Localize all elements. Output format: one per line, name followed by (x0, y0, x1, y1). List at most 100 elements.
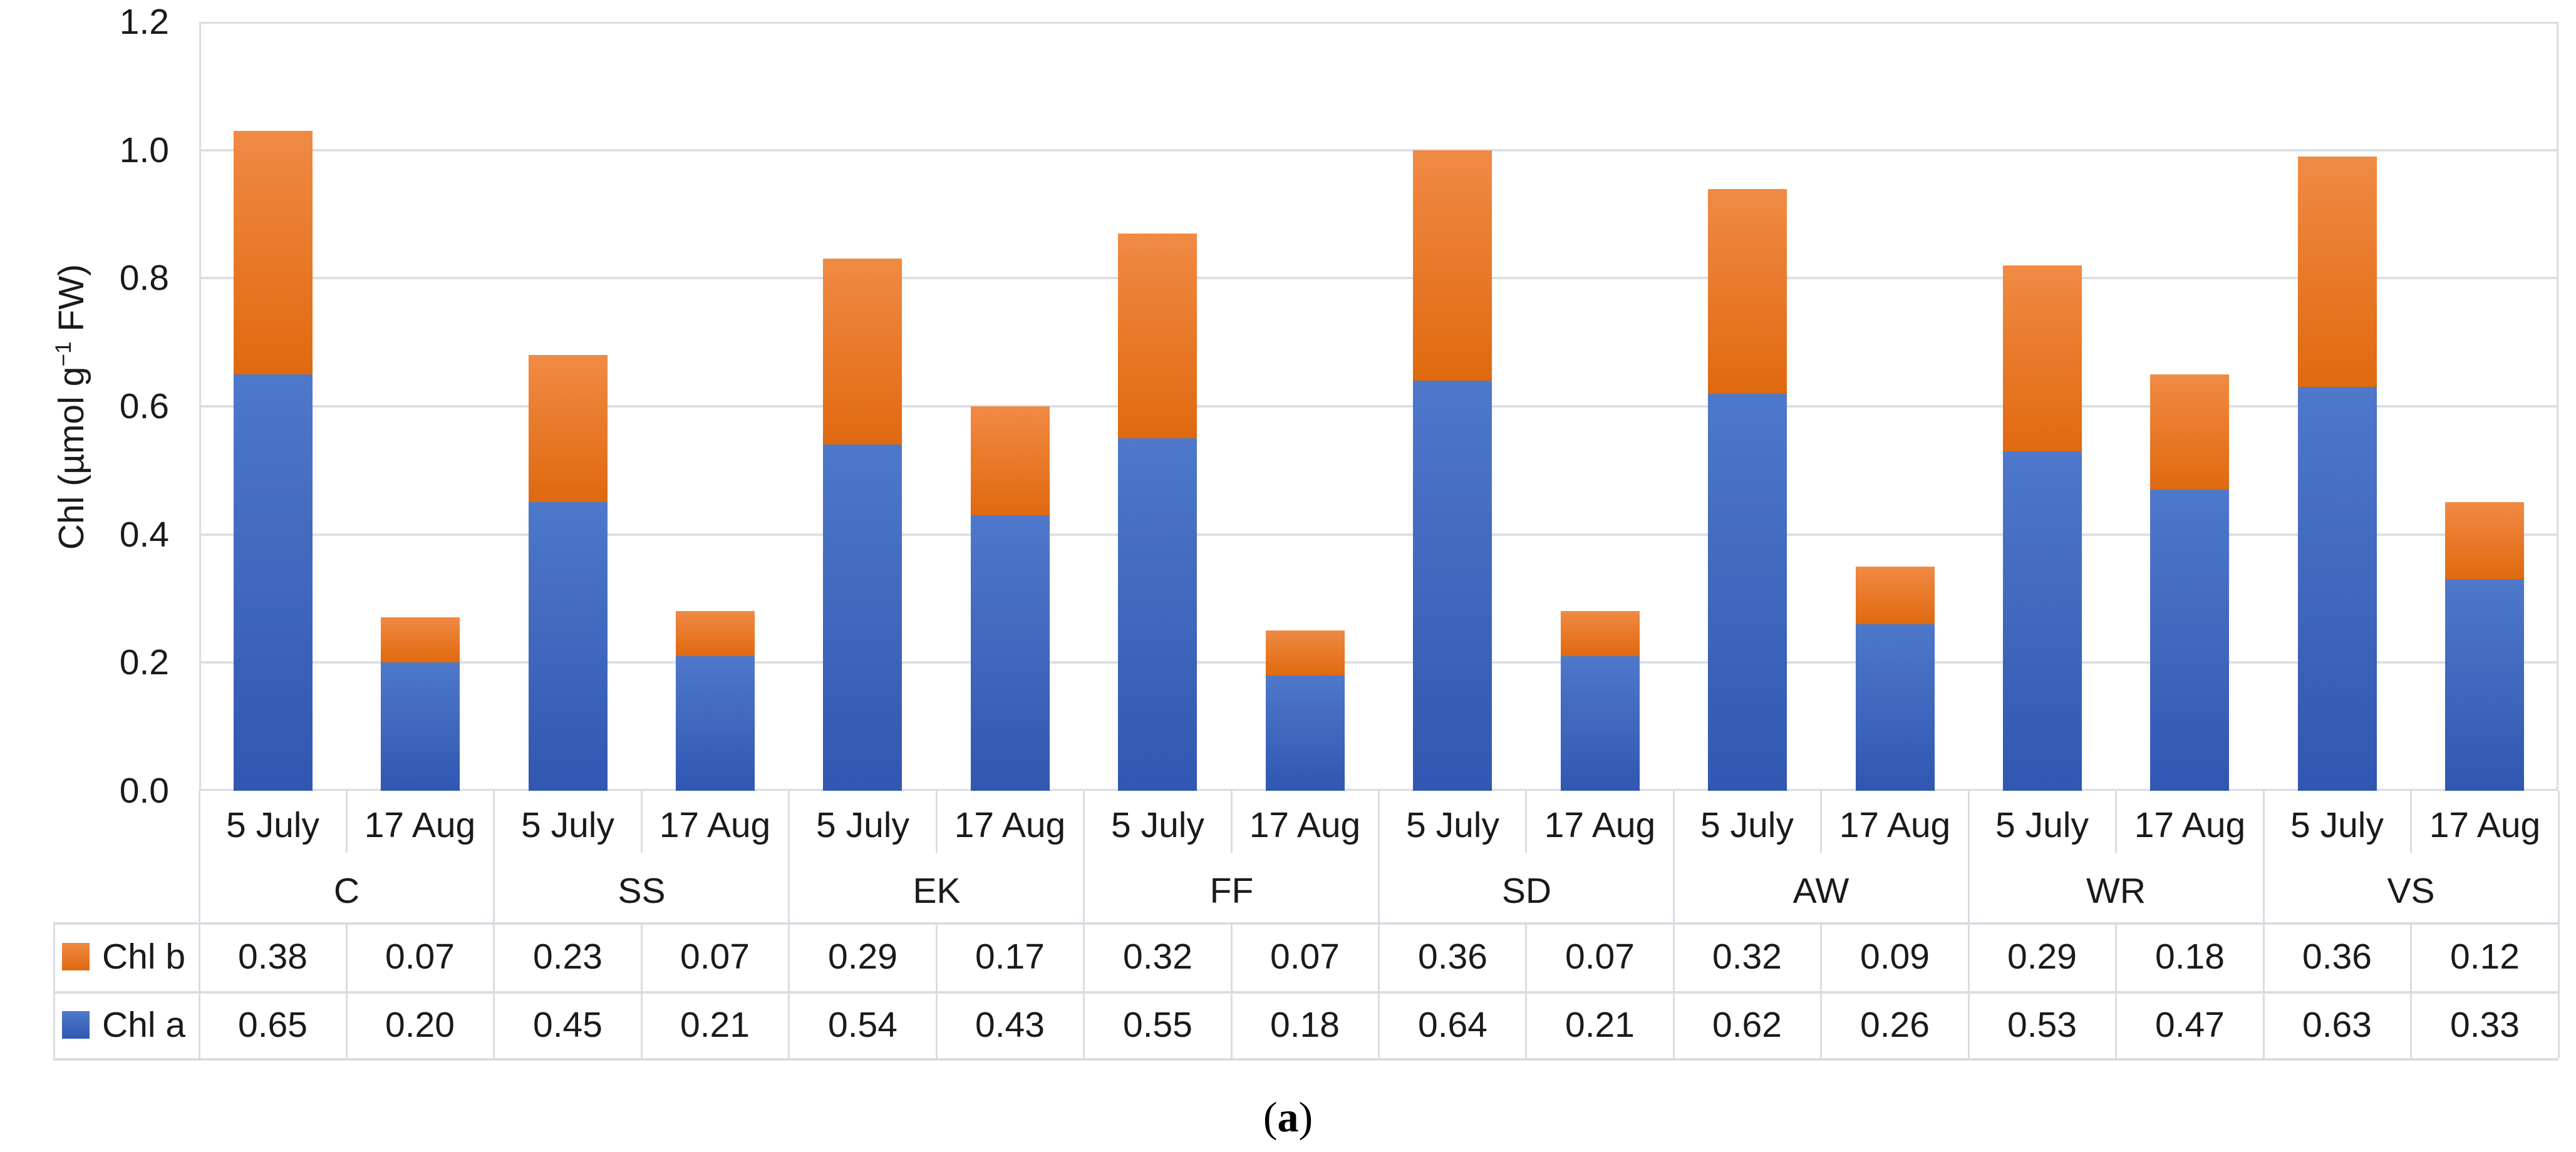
table-vline (1525, 791, 1527, 853)
bar-segment-chl-a (381, 662, 460, 791)
bar-vs-aug (2445, 22, 2524, 791)
date-cell: 5 July (2290, 805, 2384, 845)
bar-aw-july (1708, 22, 1787, 791)
bar-ss-july (529, 22, 608, 791)
plot-frame (199, 22, 2558, 791)
table-vline (2410, 791, 2412, 853)
bar-sd-july (1413, 22, 1492, 791)
value-cell: 0.09 (1860, 937, 1930, 977)
value-cell: 0.38 (238, 937, 308, 977)
bar-segment-chl-b (1413, 150, 1492, 381)
group-cell: EK (913, 871, 961, 911)
table-vline (493, 791, 495, 1058)
value-cell: 0.20 (385, 1004, 455, 1045)
gridline (199, 533, 2558, 536)
legend-swatch-chl-a (62, 1011, 90, 1039)
bar-segment-chl-b (676, 611, 755, 656)
value-cell: 0.54 (828, 1004, 897, 1045)
bar-segment-chl-a (823, 445, 902, 791)
group-cell: VS (2387, 871, 2435, 911)
date-cell: 17 Aug (2134, 805, 2246, 845)
bar-segment-chl-a (1118, 438, 1197, 791)
date-cell: 17 Aug (1249, 805, 1361, 845)
gridline (199, 661, 2558, 664)
date-cell: 5 July (1406, 805, 1499, 845)
value-cell: 0.26 (1860, 1004, 1930, 1045)
group-cell: AW (1792, 871, 1849, 911)
table-vline (1525, 922, 1527, 1058)
bar-segment-chl-a (234, 374, 313, 791)
gridline (199, 277, 2558, 279)
date-cell: 5 July (816, 805, 909, 845)
bar-sd-aug (1561, 22, 1640, 791)
legend-cell-chl-b: Chl b (53, 922, 199, 991)
value-cell: 0.64 (1418, 1004, 1487, 1045)
y-tick-label: 0.8 (119, 258, 169, 298)
bar-aw-aug (1856, 22, 1935, 791)
table-vline (1083, 791, 1085, 1058)
bar-segment-chl-a (529, 502, 608, 791)
value-cell: 0.43 (975, 1004, 1045, 1045)
table-hline (53, 922, 2558, 925)
bar-segment-chl-a (971, 515, 1050, 791)
bar-ss-aug (676, 22, 755, 791)
y-tick-label: 0.4 (119, 515, 169, 555)
y-tick-label: 0.0 (119, 771, 169, 811)
bar-segment-chl-a (1266, 676, 1345, 791)
bar-segment-chl-a (2445, 579, 2524, 791)
bar-wr-aug (2150, 22, 2229, 791)
bar-segment-chl-b (2150, 374, 2229, 490)
value-cell: 0.65 (238, 1004, 308, 1045)
table-vline (1378, 791, 1380, 1058)
bar-segment-chl-b (1118, 234, 1197, 438)
bar-segment-chl-b (1708, 189, 1787, 394)
value-cell: 0.18 (1270, 1004, 1340, 1045)
group-cell: SD (1501, 871, 1552, 911)
value-cell: 0.32 (1123, 937, 1192, 977)
value-cell: 0.29 (828, 937, 897, 977)
table-vline (53, 922, 55, 1058)
table-vline (1820, 791, 1822, 853)
table-vline (1673, 791, 1675, 1058)
y-tick-label: 0.6 (119, 386, 169, 426)
bar-segment-chl-b (1561, 611, 1640, 656)
date-cell: 5 July (1995, 805, 2089, 845)
y-tick-label: 1.2 (119, 2, 169, 42)
table-vline (788, 791, 790, 1058)
group-cell: SS (618, 871, 666, 911)
value-cell: 0.07 (1270, 937, 1340, 977)
date-cell: 17 Aug (1839, 805, 1951, 845)
bar-c-july (234, 22, 313, 791)
date-cell: 17 Aug (2429, 805, 2541, 845)
bar-segment-chl-b (2003, 265, 2082, 451)
bar-segment-chl-b (381, 617, 460, 662)
caption-letter: a (1277, 1093, 1299, 1141)
bar-segment-chl-a (1856, 624, 1935, 791)
y-tick-label: 0.2 (119, 642, 169, 682)
value-cell: 0.36 (2302, 937, 2372, 977)
table-vline (2263, 791, 2265, 1058)
caption-paren-open: ( (1263, 1093, 1278, 1141)
table-vline (1231, 922, 1233, 1058)
bar-segment-chl-a (1561, 656, 1640, 791)
table-vline (641, 791, 643, 853)
value-cell: 0.18 (2155, 937, 2225, 977)
value-cell: 0.29 (2007, 937, 2077, 977)
bar-segment-chl-b (529, 355, 608, 502)
table-vline (199, 791, 200, 1058)
table-vline (641, 922, 643, 1058)
bar-c-aug (381, 22, 460, 791)
value-cell: 0.55 (1123, 1004, 1192, 1045)
bar-segment-chl-b (234, 131, 313, 374)
bar-segment-chl-b (1266, 630, 1345, 676)
bar-segment-chl-a (2003, 451, 2082, 791)
legend-swatch-chl-b (62, 943, 90, 970)
bar-ek-aug (971, 22, 1050, 791)
bar-segment-chl-a (676, 656, 755, 791)
bar-segment-chl-a (1413, 381, 1492, 791)
group-cell: FF (1209, 871, 1254, 911)
value-cell: 0.07 (385, 937, 455, 977)
bar-ek-july (823, 22, 902, 791)
legend-label: Chl a (102, 1004, 186, 1045)
value-cell: 0.23 (533, 937, 603, 977)
